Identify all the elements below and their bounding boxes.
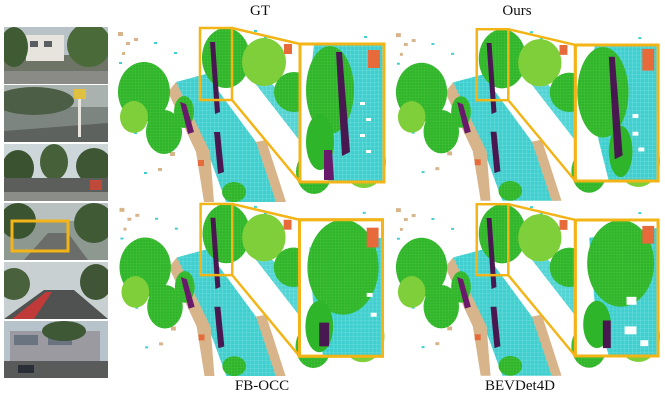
camera-image-strip: [4, 27, 108, 378]
camera-image: [4, 27, 108, 84]
occupancy-panel-bevdet4d: [392, 198, 664, 376]
camera-image-highlighted: [4, 203, 108, 260]
label-gt: GT: [250, 3, 270, 19]
camera-image: [4, 262, 108, 319]
camera-image: [4, 321, 108, 378]
occupancy-panel-fb-occ: [114, 198, 390, 376]
occupancy-panel-gt: [114, 22, 390, 202]
label-ours: Ours: [502, 3, 532, 19]
camera-image: [4, 144, 108, 201]
label-fb-occ: FB-OCC: [234, 378, 290, 394]
label-bevdet4d: BEVDet4D: [485, 378, 555, 394]
camera-image: [4, 85, 108, 142]
occupancy-panel-ours: [392, 22, 664, 202]
